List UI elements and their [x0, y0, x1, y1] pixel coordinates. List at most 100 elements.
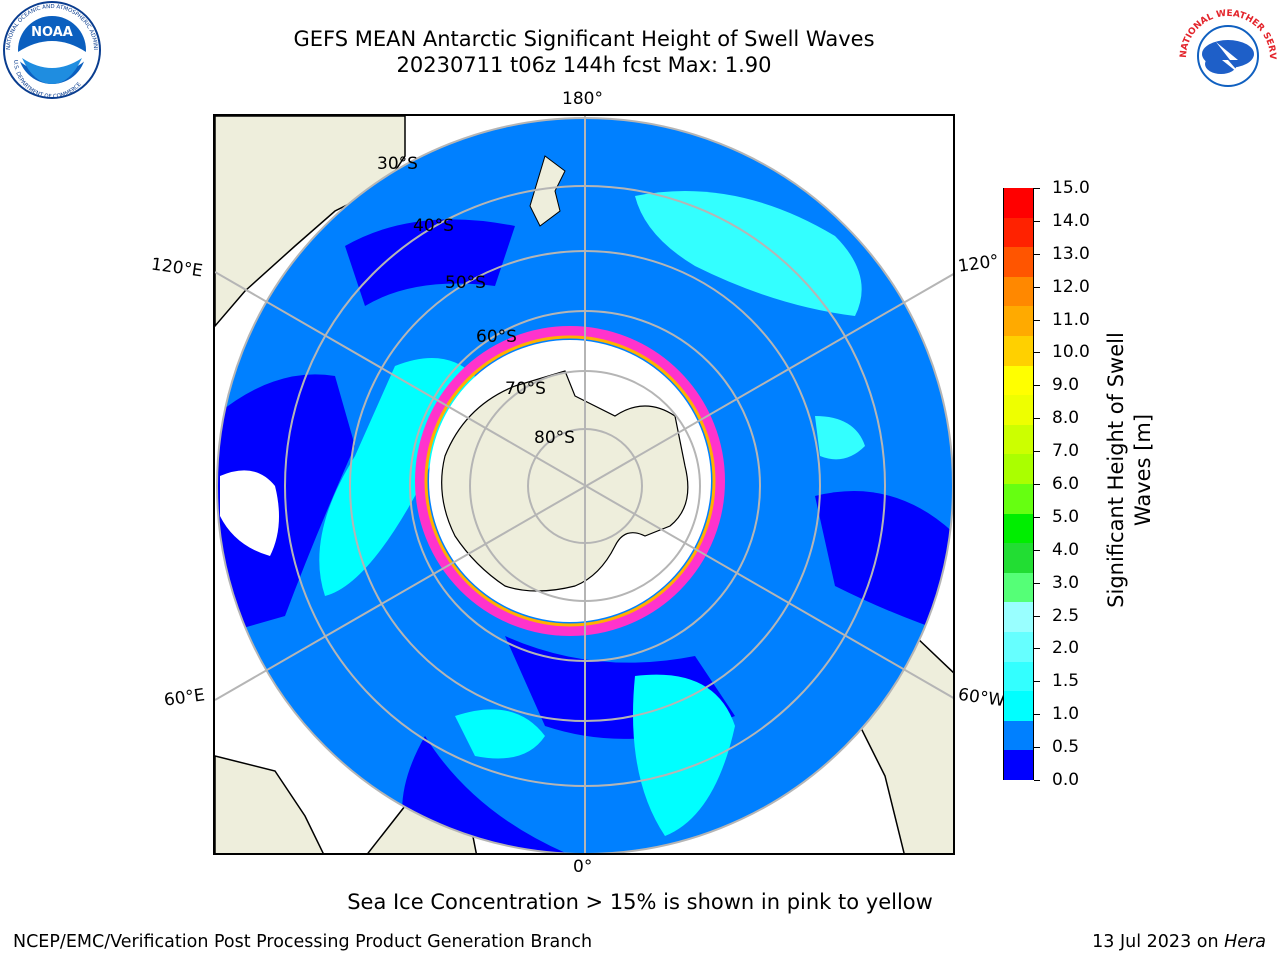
colorbar-tick-label: 2.0: [1052, 638, 1080, 659]
colorbar-segment: [1004, 305, 1033, 336]
noaa-logo-text: NOAA: [31, 25, 73, 40]
swell-region-high-sw: [455, 709, 545, 759]
sea-ice-edge-mid: [424, 335, 716, 627]
new-zealand-land: [529, 155, 566, 227]
colorbar-tick-label: 6.0: [1052, 474, 1080, 494]
lat-label-50s: 50°S: [445, 273, 486, 293]
swell-region-low-north: [345, 219, 515, 306]
footer-credit: NCEP/EMC/Verification Post Processing Pr…: [13, 932, 593, 952]
colorbar-label: Significant Height of Swell Waves [m]: [1103, 310, 1157, 630]
lon-label-120w: 120°: [956, 251, 1001, 277]
colorbar-tick-label: 0.5: [1052, 737, 1080, 758]
nws-logo: NATIONAL WEATHER SERVICE: [1176, 8, 1277, 100]
footer-machine: Hera: [1224, 932, 1266, 952]
chart-subtitle: 20230711 t06z 144h fcst Max: 1.90: [396, 53, 772, 77]
colorbar-segment: [1004, 720, 1033, 751]
colorbar-tick-label: 15.0: [1052, 178, 1090, 198]
colorbar-tick: [1034, 681, 1040, 683]
swell-region-high-east: [815, 416, 865, 460]
colorbar-tick-label: 1.0: [1052, 704, 1080, 725]
colorbar-segment: [1004, 453, 1033, 484]
lon-label-120e: 120°E: [149, 254, 204, 282]
lat-label-40s: 40°S: [413, 216, 454, 236]
colorbar-segment: [1004, 690, 1033, 721]
colorbar-tick: [1034, 319, 1040, 321]
colorbar-tick: [1034, 451, 1040, 453]
colorbar-tick: [1034, 780, 1040, 781]
lon-label-60w: 60°W: [956, 684, 1007, 712]
colorbar-segment: [1004, 246, 1033, 277]
colorbar-tick-label: 7.0: [1052, 441, 1080, 462]
colorbar-tick-label: 11.0: [1052, 309, 1090, 330]
colorbar-label-line1: Significant Height of Swell: [1104, 332, 1128, 608]
colorbar-segment: [1004, 542, 1033, 573]
map-svg: 30°S 40°S 50°S 60°S 70°S 80°S: [215, 116, 953, 853]
lon-label-60e: 60°E: [162, 685, 207, 711]
sea-ice-edge-outer: [415, 326, 725, 636]
chart-title: GEFS MEAN Antarctic Significant Height o…: [293, 27, 875, 51]
colorbar-tick-label: 13.0: [1052, 243, 1090, 264]
colorbar-tick: [1034, 418, 1040, 420]
colorbar-segment: [1004, 424, 1033, 455]
colorbar-tick-label: 14.0: [1052, 210, 1090, 231]
colorbar-tick: [1034, 286, 1040, 288]
footer-date-text: 13 Jul 2023 on: [1092, 932, 1219, 952]
colorbar-segment: [1004, 394, 1033, 425]
colorbar-tick: [1034, 253, 1040, 255]
colorbar-segment: [1004, 601, 1033, 632]
no-data-region: [220, 470, 279, 556]
colorbar-segment: [1004, 276, 1033, 307]
colorbar-segment: [1004, 661, 1033, 692]
colorbar-segment: [1004, 217, 1033, 248]
colorbar-segment: [1004, 631, 1033, 662]
colorbar-tick: [1034, 549, 1040, 551]
colorbar-tick: [1034, 385, 1040, 387]
colorbar-tick-label: 4.0: [1052, 539, 1080, 560]
colorbar-tick-label: 0.0: [1052, 770, 1080, 790]
colorbar-label-line2: Waves [m]: [1131, 413, 1155, 527]
noaa-logo: NOAA NATIONAL OCEANIC AND ATMOSPHERIC AD…: [0, 0, 101, 100]
colorbar-tick-label: 2.5: [1052, 605, 1080, 626]
colorbar-segment: [1004, 335, 1033, 366]
colorbar-tick: [1034, 220, 1040, 222]
antarctica-land: [441, 370, 689, 592]
colorbar-segment: [1004, 483, 1033, 514]
swell-region-high-ne: [635, 191, 862, 316]
colorbar-segment: [1004, 187, 1033, 218]
colorbar-tick-label: 8.0: [1052, 408, 1080, 429]
lat-label-80s: 80°S: [534, 428, 575, 448]
lat-label-60s: 60°S: [476, 327, 517, 347]
lon-label-0: 0°: [573, 857, 593, 877]
polar-map: 30°S 40°S 50°S 60°S 70°S 80°S: [213, 114, 955, 855]
colorbar-tick-label: 1.5: [1052, 671, 1080, 692]
colorbar-tick-label: 5.0: [1052, 506, 1080, 527]
lat-label-30s: 30°S: [377, 154, 418, 174]
colorbar-tick: [1034, 352, 1040, 354]
colorbar-tick: [1034, 615, 1040, 617]
colorbar-segment: [1004, 513, 1033, 544]
colorbar-tick-label: 12.0: [1052, 276, 1090, 297]
colorbar: [1003, 187, 1034, 780]
graticule: [215, 116, 953, 853]
colorbar-tick-label: 3.0: [1052, 572, 1080, 593]
colorbar-tick: [1034, 516, 1040, 518]
colorbar-tick: [1034, 714, 1040, 716]
meridian-60e-120w: [215, 273, 953, 701]
colorbar-segment: [1004, 749, 1033, 780]
colorbar-tick-label: 9.0: [1052, 375, 1080, 396]
footer-date: 13 Jul 2023 on Hera: [1092, 932, 1266, 952]
sea-ice-note: Sea Ice Concentration > 15% is shown in …: [347, 890, 933, 914]
swell-region-high-south: [633, 674, 735, 836]
australia-land: [215, 116, 406, 328]
lon-label-180: 180°: [562, 89, 603, 109]
swell-region-low-east: [815, 491, 953, 636]
colorbar-tick: [1034, 484, 1040, 485]
lat-label-70s: 70°S: [505, 379, 546, 399]
colorbar-tick: [1034, 747, 1040, 749]
colorbar-segment: [1004, 572, 1033, 603]
colorbar-tick: [1034, 188, 1040, 189]
colorbar-segment: [1004, 365, 1033, 396]
colorbar-tick: [1034, 648, 1040, 650]
madagascar-land: [215, 755, 324, 853]
colorbar-tick-label: 10.0: [1052, 342, 1090, 363]
